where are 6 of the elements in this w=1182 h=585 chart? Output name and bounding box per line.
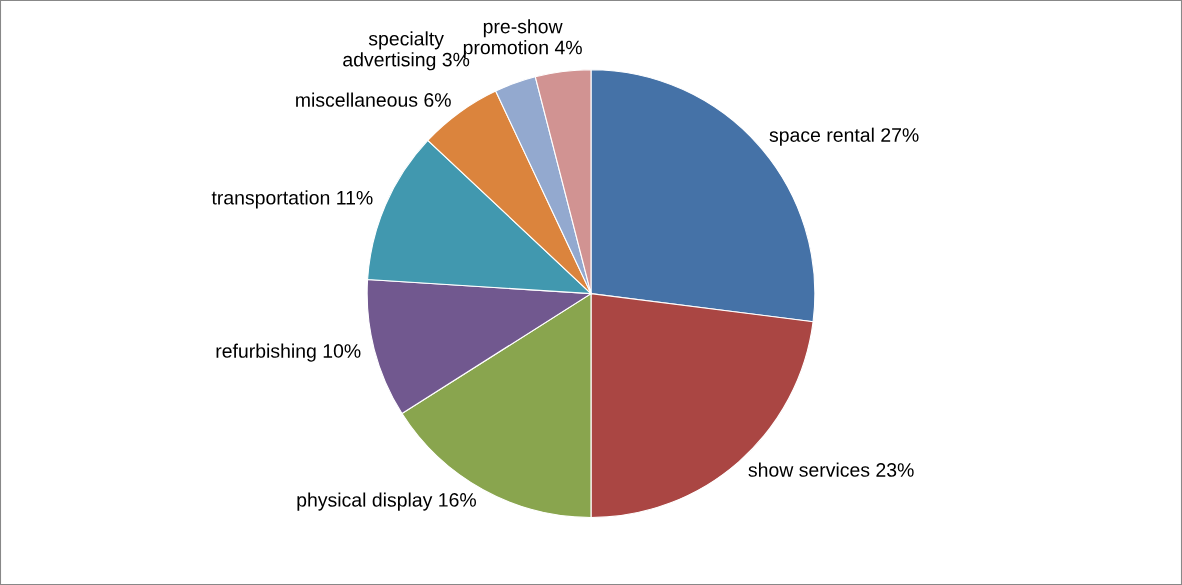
slice-label: physical display 16% <box>297 492 476 511</box>
slice-label: miscellaneous 6% <box>296 92 451 107</box>
slice-label: show services 23% <box>748 462 914 477</box>
slice-label: space rental 27% <box>769 127 919 146</box>
slice-label: refurbishing 10% <box>216 343 361 362</box>
slice-label: transportation 11% <box>211 190 373 209</box>
